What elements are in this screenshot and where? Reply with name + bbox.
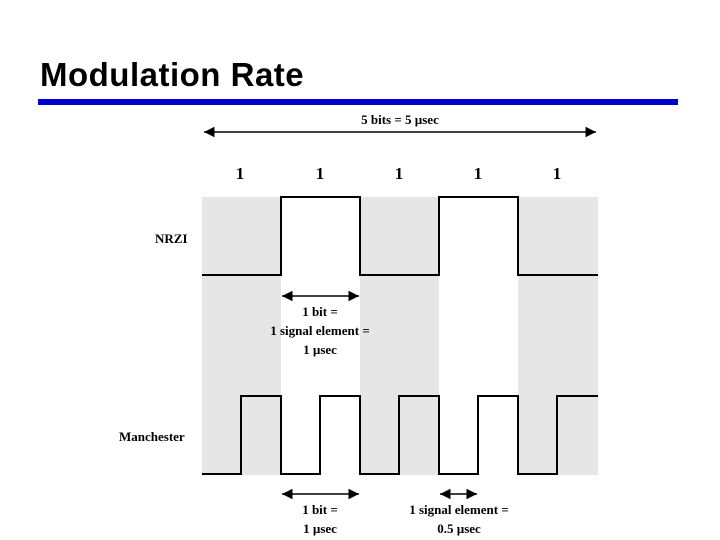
bit-label-5: 1 [553,164,562,183]
nrzi-label: NRZI [155,231,188,246]
title-underline [38,99,678,105]
nrzi-annotation: 1 bit = 1 signal element = 1 µsec [270,304,369,357]
manchester-element-annotation-line-1: 1 signal element = [409,502,508,517]
bit-label-1: 1 [236,164,245,183]
nrzi-annotation-line-3: 1 µsec [303,342,337,357]
slide-title: Modulation Rate [40,56,305,93]
manchester-bit-annotation: 1 bit = 1 µsec [302,502,338,536]
bit-label-4: 1 [474,164,483,183]
nrzi-annotation-line-1: 1 bit = [302,304,338,319]
nrzi-annotation-line-2: 1 signal element = [270,323,369,338]
manchester-element-annotation: 1 signal element = 0.5 µsec [409,502,508,536]
manchester-waveform [202,395,598,475]
bit-labels: 1 1 1 1 1 [236,164,562,183]
manchester-element-annotation-line-2: 0.5 µsec [437,521,481,536]
bit-label-3: 1 [395,164,404,183]
manchester-bit-annotation-line-1: 1 bit = [302,502,338,517]
manchester-label: Manchester [119,429,185,444]
span-label: 5 bits = 5 µsec [361,112,439,127]
bit-label-2: 1 [316,164,325,183]
nrzi-waveform [202,196,598,276]
manchester-bit-annotation-line-2: 1 µsec [303,521,337,536]
